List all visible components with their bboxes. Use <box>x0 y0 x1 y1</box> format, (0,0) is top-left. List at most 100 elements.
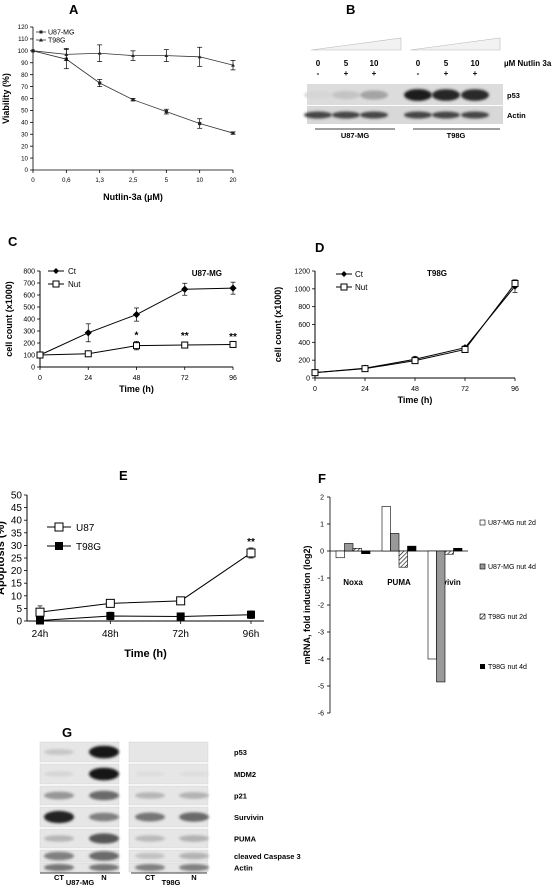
y-tick-label: 800 <box>23 268 35 275</box>
legend-diamond-marker <box>53 268 59 274</box>
cell-line-t98g: T98G <box>162 878 181 887</box>
blot-band <box>135 835 165 842</box>
panel-e-marks: ** <box>35 537 256 625</box>
legend-label-t98g-2d: T98G nut 2d <box>488 614 527 621</box>
y-tick-label: 25 <box>11 554 23 565</box>
x-tick-label: 0 <box>31 177 35 184</box>
blot-row-label: MDM2 <box>234 770 256 779</box>
data-point <box>311 369 319 377</box>
actin-band <box>432 111 460 119</box>
legend-open-square-marker <box>340 283 348 291</box>
bar <box>398 550 408 568</box>
blot-row-label: Actin <box>234 864 253 873</box>
blot-band <box>179 771 209 777</box>
legend-diamond-marker <box>341 271 347 277</box>
legend-label-t98g: T98G <box>76 542 101 553</box>
y-tick-label: 0 <box>31 364 35 371</box>
data-point <box>36 351 44 359</box>
blot-band <box>135 864 165 871</box>
bar <box>444 550 454 555</box>
x-tick-label: 72h <box>172 629 189 640</box>
blot-band <box>135 812 165 822</box>
y-tick-label: 600 <box>298 322 310 329</box>
category-label: Noxa <box>343 578 363 587</box>
y-tick-label: 5 <box>16 604 22 615</box>
dose-unit-label: µM Nutlin 3a <box>504 59 552 68</box>
y-tick-label: 1200 <box>294 268 310 275</box>
panel-c-legend: Ct Nut <box>48 267 81 289</box>
x-tick-label: 24 <box>84 375 92 382</box>
bar <box>381 506 391 552</box>
y-tick-label: 0 <box>306 375 310 382</box>
blot-band <box>44 810 74 824</box>
y-tick-label: -1 <box>318 576 324 583</box>
data-point <box>361 365 369 373</box>
x-tick-label: 96 <box>511 386 519 393</box>
dose-label: 5 <box>444 59 449 68</box>
bar <box>390 533 400 552</box>
panel-c: C U87-MG 0 100 200 300 400 500 600 700 800 0 24 48 7… <box>4 234 237 394</box>
dose-sign: + <box>344 69 349 78</box>
data-point <box>131 98 135 102</box>
y-tick-label: 60 <box>21 96 28 103</box>
actin-band <box>360 111 388 119</box>
x-tick-label: 72 <box>181 375 189 382</box>
significance-label: ** <box>181 331 189 342</box>
data-point <box>64 52 69 56</box>
y-tick-label: 20 <box>11 566 23 577</box>
panel-a-axes: 0 10 20 30 40 50 60 70 80 90 100 110 120 0 0,6 1,3 2,5 5 1… <box>1 24 237 202</box>
x-axis-label: Time (h) <box>119 384 154 394</box>
y-tick-label: 70 <box>21 84 28 91</box>
blot-row-label: Survivin <box>234 813 264 822</box>
y-tick-label: 0 <box>320 549 324 556</box>
y-tick-label: 120 <box>18 24 29 31</box>
dose-label: 10 <box>370 59 379 68</box>
y-axis-label: cell count (x1000) <box>4 281 14 357</box>
actin-band <box>304 111 332 119</box>
actin-band <box>332 111 360 119</box>
y-tick-label: 0 <box>16 617 22 628</box>
panel-d-marks <box>311 279 519 377</box>
y-tick-label: 800 <box>298 304 310 311</box>
data-point <box>181 341 189 349</box>
y-tick-label: 0 <box>25 167 29 174</box>
data-point <box>231 131 235 135</box>
data-point <box>229 340 237 348</box>
data-point <box>461 345 469 353</box>
blot-band <box>89 851 119 861</box>
y-tick-label: 20 <box>21 143 28 150</box>
y-tick-label: 15 <box>11 579 23 590</box>
panel-g: G p53 MDM2 p21 Survivin PUMA cleaved Caspase … <box>39 725 301 887</box>
legend-label-u87: U87 <box>76 523 95 534</box>
data-point <box>181 285 189 293</box>
blot-label-p53: p53 <box>507 91 520 100</box>
p53-band <box>432 89 460 101</box>
data-point <box>105 598 115 608</box>
bar <box>352 547 362 552</box>
panel-label-c: C <box>8 234 18 249</box>
legend-swatch-white <box>479 519 486 526</box>
series-line <box>39 614 252 621</box>
panel-label-d: D <box>315 240 324 255</box>
legend-open-square-marker <box>52 280 60 288</box>
significance-label: * <box>135 330 139 341</box>
data-point <box>197 54 202 59</box>
y-tick-label: -2 <box>318 603 324 610</box>
data-point <box>176 596 186 606</box>
blot-label-actin: Actin <box>507 111 526 120</box>
legend-open-square-marker <box>54 522 64 532</box>
y-tick-label: 300 <box>23 328 35 335</box>
category-label: PUMA <box>387 578 411 587</box>
y-tick-label: 10 <box>11 591 23 602</box>
dose-labels: 0-5+10+0-5+10+ <box>316 59 480 78</box>
y-axis-label: Apoptosis (%) <box>0 521 7 595</box>
dose-sign: + <box>473 69 478 78</box>
y-tick-label: 80 <box>21 72 28 79</box>
lane-label: CT <box>145 873 155 882</box>
panel-label-a: A <box>69 2 79 17</box>
legend-filled-square-marker <box>55 542 63 550</box>
x-tick-label: 48 <box>133 375 141 382</box>
data-point <box>84 350 92 358</box>
dose-label: 5 <box>344 59 349 68</box>
